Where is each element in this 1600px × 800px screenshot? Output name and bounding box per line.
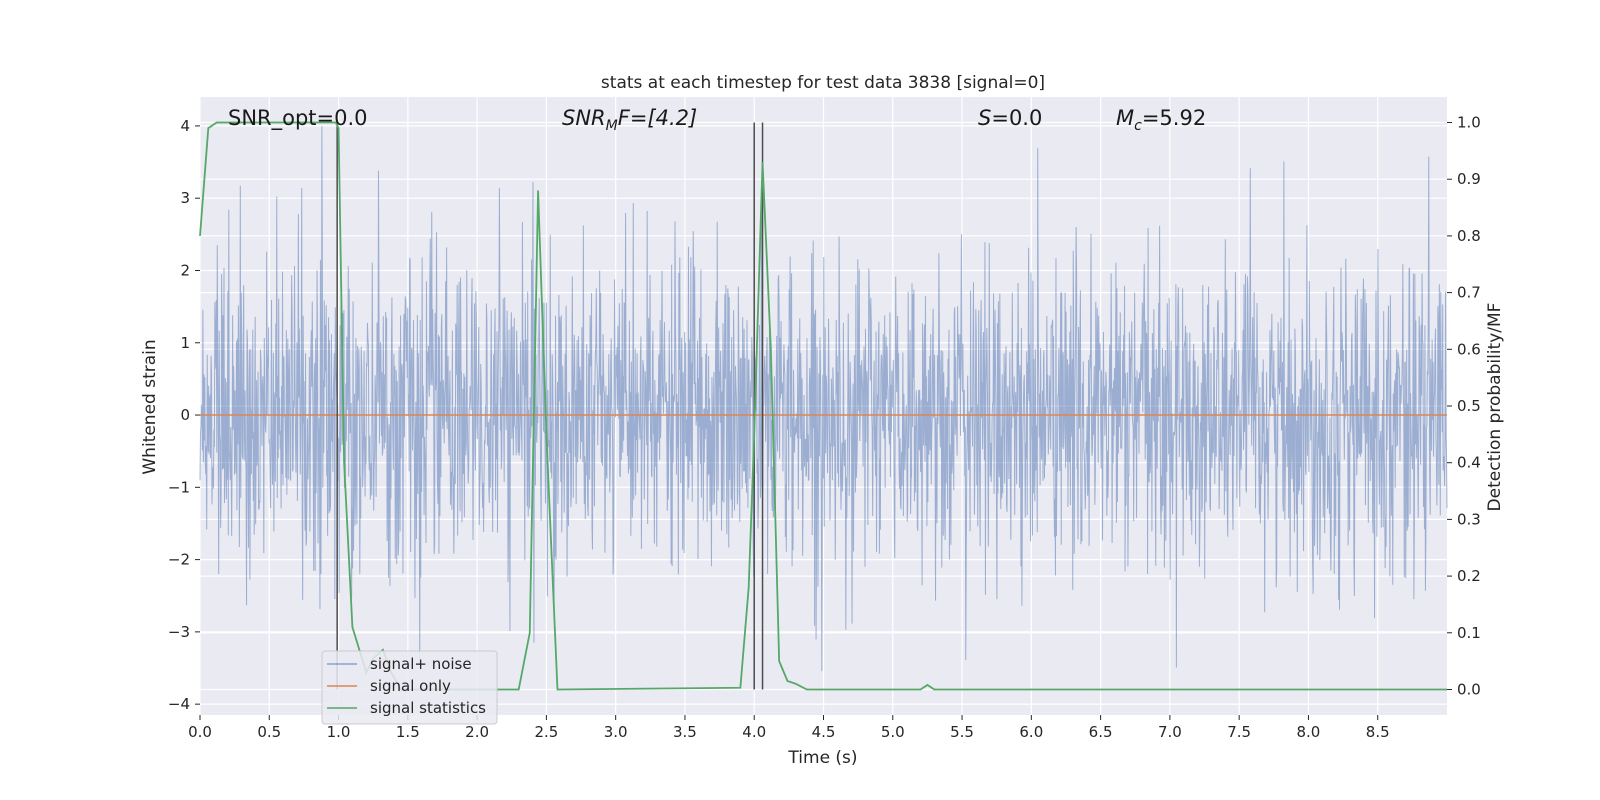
y-right-tick-label: 0.9	[1457, 170, 1481, 188]
x-tick-label: 5.5	[950, 723, 974, 741]
x-tick-label: 0.0	[188, 723, 212, 741]
signal-statistics-line	[199, 121, 1447, 691]
x-tick-label: 2.5	[534, 723, 558, 741]
y-tick-label: −3	[168, 623, 190, 641]
signal-statistics-series	[199, 121, 1447, 691]
y-right-tick-label: 0.5	[1457, 397, 1481, 415]
y-right-tick-label: 0.1	[1457, 624, 1481, 642]
annotation-snr-opt: SNR_opt=0.0	[228, 106, 368, 131]
x-tick-label: 7.0	[1158, 723, 1182, 741]
x-axis-ticks: 0.0 0.5 1.0 1.5 2.0 2.5 3.0 3.5 4.0 4.5 5.0 5.5 6.0 6…	[188, 715, 1390, 741]
y-right-tick-label: 0.8	[1457, 227, 1481, 245]
y-right-tick-label: 0.4	[1457, 454, 1481, 472]
x-axis-label: Time (s)	[787, 748, 857, 768]
x-tick-label: 8.0	[1297, 723, 1321, 741]
y-tick-label: 0	[180, 406, 190, 424]
y-tick-label: −4	[168, 695, 190, 713]
annotation-snr-mf: SNRMF=[4.2]	[562, 106, 697, 134]
y-right-tick-label: 0.2	[1457, 567, 1481, 585]
y-right-tick-label: 0.0	[1457, 680, 1481, 698]
annotation-s: S=0.0	[978, 106, 1042, 130]
x-tick-label: 7.5	[1227, 723, 1251, 741]
y-right-tick-label: 0.3	[1457, 510, 1481, 528]
legend: signal+ noise signal only signal statist…	[321, 650, 498, 725]
x-tick-label: 8.5	[1366, 723, 1390, 741]
signal-noise-line	[199, 126, 1448, 672]
annotation-mc: Mc=5.92	[1116, 106, 1206, 134]
legend-label-signal-noise: signal+ noise	[370, 655, 472, 673]
y-tick-label: 1	[180, 334, 190, 352]
legend-label-signal-statistics: signal statistics	[370, 699, 486, 717]
x-tick-label: 2.0	[465, 723, 489, 741]
x-tick-label: 0.5	[257, 723, 281, 741]
x-tick-label: 6.0	[1019, 723, 1043, 741]
y-tick-label: −1	[168, 478, 190, 496]
x-tick-label: 1.0	[327, 723, 351, 741]
y-axis-ticks: 4 3 2 1 0 −1 −2 −3 −4	[168, 117, 200, 713]
y-tick-label: −2	[168, 551, 190, 569]
y-axis-label: Whitened strain	[140, 339, 160, 474]
signal-noise-series	[199, 126, 1448, 672]
y-tick-label: 2	[180, 261, 190, 279]
y-tick-label: 4	[180, 117, 190, 135]
x-tick-label: 5.0	[881, 723, 905, 741]
y-right-tick-label: 0.7	[1457, 284, 1481, 302]
y-axis-right-ticks: 1.0 0.9 0.8 0.7 0.6 0.5 0.4 0.3 0.2 0.1 0.0	[1447, 114, 1481, 698]
x-tick-label: 3.5	[673, 723, 697, 741]
y-right-tick-label: 0.6	[1457, 340, 1481, 358]
y-right-tick-label: 1.0	[1457, 114, 1481, 132]
x-tick-label: 1.5	[396, 723, 420, 741]
x-tick-label: 6.5	[1089, 723, 1113, 741]
chart-title: stats at each timestep for test data 383…	[601, 73, 1045, 93]
y-tick-label: 3	[180, 189, 190, 207]
legend-label-signal-only: signal only	[370, 677, 451, 695]
legend-box	[321, 650, 498, 725]
x-tick-label: 4.0	[742, 723, 766, 741]
x-tick-label: 3.0	[604, 723, 628, 741]
y-axis-right-label: Detection probability/MF	[1485, 303, 1505, 512]
x-tick-label: 4.5	[812, 723, 836, 741]
